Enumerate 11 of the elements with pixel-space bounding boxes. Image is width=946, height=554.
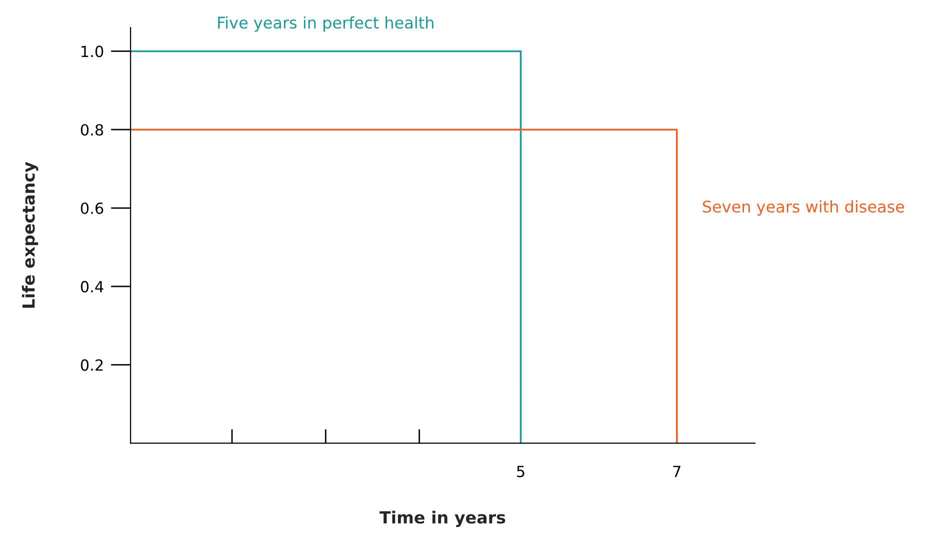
x-tick-label: 5	[517, 466, 524, 478]
x-tick-label: 7	[673, 466, 680, 478]
y-tick-label: 0.6	[80, 202, 104, 214]
series-label: Seven years with disease	[702, 200, 904, 216]
series-label: Five years in perfect health	[218, 16, 434, 32]
y-tick-label: 0.4	[80, 280, 104, 292]
x-axis-title: Time in years	[380, 510, 506, 528]
y-tick-label: 1.0	[82, 46, 104, 58]
y-tick-label: 0.2	[80, 359, 103, 371]
y-tick-label: 0.8	[80, 124, 104, 136]
y-axis-title: Life expectancy	[22, 162, 38, 308]
